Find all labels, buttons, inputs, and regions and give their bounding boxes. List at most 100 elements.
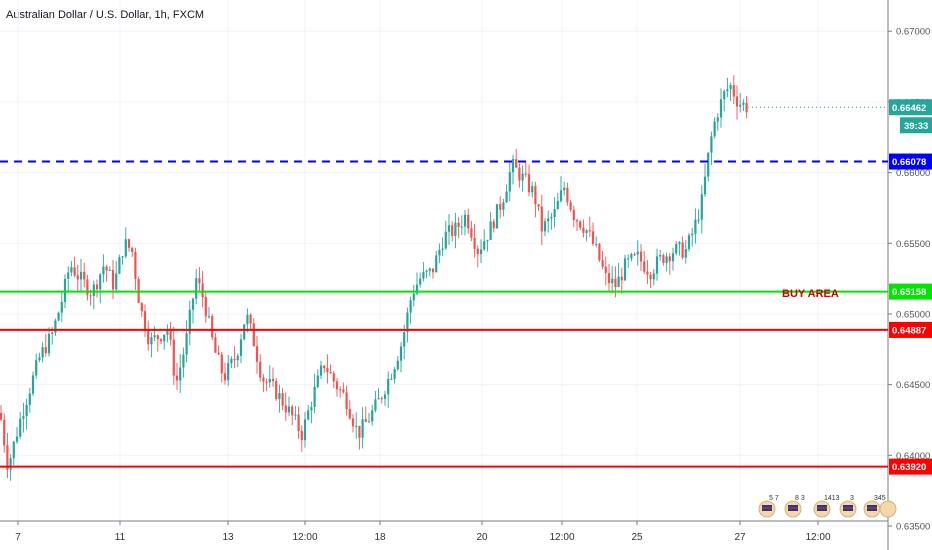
candle-body-up	[38, 357, 41, 361]
candle-body-down	[620, 276, 623, 281]
candle-body-up	[425, 270, 428, 272]
candle-body-down	[172, 339, 175, 376]
candle-body-down	[111, 270, 115, 290]
candle-body-down	[175, 375, 179, 381]
candle-body-up	[9, 458, 12, 470]
candle-body-up	[742, 102, 745, 105]
event-count-label: 345	[874, 495, 886, 502]
candle-body-up	[415, 284, 419, 294]
candle-body-up	[611, 278, 614, 284]
candle-body-up	[678, 242, 681, 244]
candle-body-down	[89, 295, 92, 297]
candle-body-up	[377, 398, 380, 400]
candle-body-down	[643, 261, 646, 272]
candle-body-down	[476, 248, 479, 255]
candle-body-down	[431, 268, 435, 273]
candle-body-down	[518, 167, 521, 181]
candle-body-down	[233, 358, 236, 361]
candle-body-up	[25, 404, 28, 417]
candle-body-up	[355, 425, 358, 427]
candle-body-down	[598, 243, 601, 261]
candle-body-up	[387, 378, 390, 395]
candle-body-up	[102, 266, 105, 275]
candle-body-up	[726, 89, 729, 92]
candle-body-up	[399, 346, 403, 361]
candle-body-up	[444, 231, 447, 249]
buy-area-label: BUY AREA	[782, 288, 839, 300]
x-tick-label: 7	[15, 532, 21, 543]
candle-body-up	[713, 121, 716, 137]
candle-body-up	[303, 419, 307, 441]
candle-body-up	[361, 419, 364, 438]
x-tick-label: 20	[476, 532, 488, 543]
candle-body-down	[614, 278, 617, 288]
candle-body-down	[211, 316, 214, 338]
candle-body-up	[550, 217, 553, 219]
candle-body-up	[403, 332, 406, 347]
candle-body-up	[460, 226, 463, 228]
candle-body-down	[131, 247, 134, 252]
candle-body-up	[115, 273, 118, 290]
candle-body-up	[41, 347, 44, 358]
candle-body-up	[585, 230, 588, 233]
candle-body-up	[396, 360, 399, 370]
candle-body-down	[326, 368, 329, 373]
candle-body-up	[99, 274, 102, 290]
candle-body-up	[684, 248, 687, 258]
candle-body-up	[316, 375, 319, 387]
candle-body-down	[86, 279, 89, 296]
candle-body-down	[473, 237, 476, 249]
candle-body-down	[252, 323, 255, 347]
candle-body-down	[681, 242, 684, 258]
candle-body-down	[259, 361, 262, 378]
candle-body-down	[204, 297, 207, 317]
level-tag	[889, 283, 932, 300]
x-tick-label: 18	[374, 532, 386, 543]
candle-body-up	[278, 393, 281, 400]
candle-body-down	[198, 278, 201, 284]
candle-body-down	[275, 381, 278, 400]
candle-body-down	[291, 406, 294, 416]
candle-body-down	[262, 377, 265, 382]
candle-body-down	[134, 251, 137, 279]
candle-body-down	[214, 337, 217, 353]
candle-body-up	[390, 378, 393, 380]
candle-body-up	[374, 399, 377, 411]
candle-body-up	[623, 258, 627, 281]
candle-body-down	[147, 331, 150, 345]
candle-body-up	[659, 255, 662, 257]
candle-body-down	[83, 271, 86, 280]
candle-body-down	[159, 339, 163, 342]
candle-body-down	[534, 186, 537, 205]
candle-body-up	[67, 272, 70, 279]
candle-body-up	[441, 248, 444, 250]
candle-body-up	[547, 218, 550, 222]
candle-body-down	[281, 393, 284, 406]
candle-body-up	[556, 201, 559, 210]
candle-body-up	[153, 335, 156, 338]
candle-body-up	[313, 386, 316, 407]
candle-body-down	[575, 220, 579, 222]
candle-body-up	[435, 255, 438, 273]
candle-body-up	[243, 324, 246, 340]
candle-body-up	[531, 186, 534, 193]
candle-body-down	[732, 85, 735, 97]
candle-body-down	[524, 173, 527, 175]
candle-body-up	[60, 302, 63, 313]
candle-body-up	[422, 271, 425, 279]
candle-body-down	[662, 255, 665, 263]
candle-body-up	[163, 334, 166, 342]
x-tick-label: 11	[115, 532, 126, 543]
candle-body-down	[156, 335, 159, 340]
candle-body-up	[22, 416, 25, 419]
candle-body-down	[332, 373, 335, 382]
candle-body-up	[35, 360, 38, 376]
candle-body-up	[652, 273, 655, 280]
candle-body-up	[12, 441, 15, 459]
candle-body-up	[700, 194, 703, 220]
candle-body-up	[502, 202, 505, 210]
candle-body-down	[579, 221, 582, 228]
level-tag-label: 0.65158	[892, 287, 926, 298]
candle-body-up	[287, 406, 291, 413]
